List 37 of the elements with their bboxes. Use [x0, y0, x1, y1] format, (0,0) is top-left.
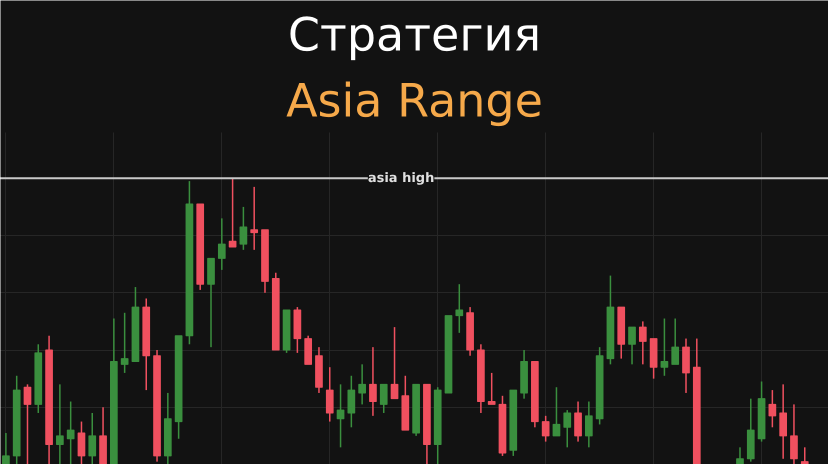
candlestick [390, 326, 398, 400]
ref-line-label: asia high [368, 170, 434, 186]
candlestick [574, 400, 582, 442]
candlestick [56, 384, 64, 464]
candlestick [348, 375, 356, 428]
candlestick [542, 415, 550, 442]
candlestick [790, 404, 798, 464]
candlestick [380, 384, 388, 414]
candlestick [671, 318, 680, 366]
candlestick [628, 326, 636, 366]
candlestick [326, 366, 334, 422]
candlestick [228, 178, 236, 248]
candlestick [768, 389, 776, 428]
candlestick [779, 384, 788, 460]
chart-title: Стратегия [288, 8, 542, 62]
candlestick [88, 412, 96, 464]
candlestick [552, 386, 560, 437]
candlestick [78, 420, 86, 464]
candlestick [358, 364, 366, 406]
candlestick [638, 320, 647, 366]
chart-subtitle: Asia Range [286, 74, 543, 128]
candlestick [563, 409, 572, 448]
candlestick [240, 206, 248, 251]
candlestick [660, 318, 668, 377]
candlestick [369, 346, 377, 417]
candlestick [585, 400, 593, 448]
candlestick [218, 218, 226, 271]
candlestick [336, 384, 344, 448]
candlestick [736, 446, 744, 464]
candlestick [66, 400, 75, 464]
candlestick [800, 446, 809, 464]
candlestick [250, 186, 258, 251]
candlestick [120, 312, 128, 374]
candlestick [24, 384, 32, 464]
candlestick [488, 372, 496, 406]
candlestick [455, 283, 464, 334]
candlestick [2, 432, 10, 464]
